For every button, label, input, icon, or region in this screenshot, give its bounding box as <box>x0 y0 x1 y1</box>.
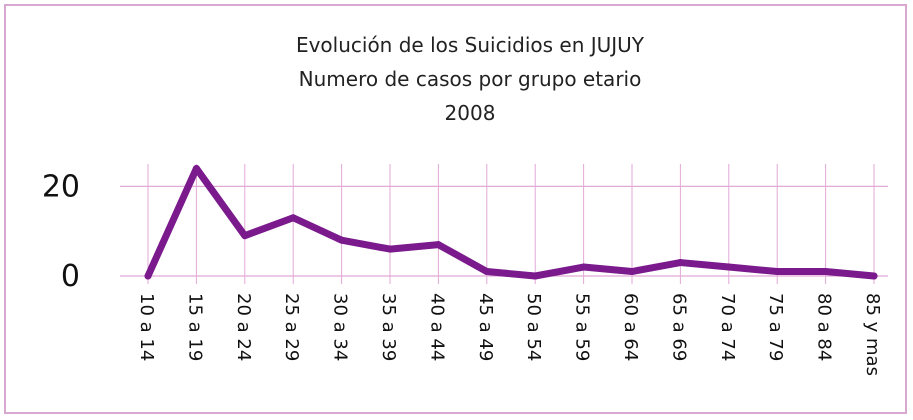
data-point <box>434 241 442 249</box>
data-point <box>676 259 684 267</box>
x-tick-label: 20 a 24 <box>233 293 254 361</box>
chart-title: Evolución de los Suicidios en JUJUY Nume… <box>296 33 645 125</box>
x-tick-label: 30 a 34 <box>330 293 351 361</box>
data-point <box>628 268 636 276</box>
data-point <box>870 272 878 280</box>
y-axis-ticks: 0 20 <box>42 169 80 294</box>
gridlines <box>120 164 888 284</box>
x-tick-label: 70 a 74 <box>717 293 738 361</box>
chart-frame <box>4 4 907 414</box>
series-layer <box>144 164 878 280</box>
x-tick-label: 25 a 29 <box>281 293 302 361</box>
x-axis-ticks: 10 a 14 15 a 19 20 a 24 25 a 29 30 a 34 35 a … <box>136 293 883 376</box>
data-point <box>483 268 491 276</box>
series-line <box>144 164 878 280</box>
data-point <box>531 272 539 280</box>
y-tick-label: 20 <box>42 169 80 204</box>
data-point <box>241 232 249 240</box>
data-point <box>822 268 830 276</box>
data-point <box>144 272 152 280</box>
data-point <box>289 214 297 222</box>
data-point <box>580 263 588 271</box>
x-tick-label: 75 a 79 <box>765 293 786 361</box>
x-tick-label: 65 a 69 <box>668 293 689 361</box>
title-line-3: 2008 <box>445 101 496 125</box>
title-line-2: Numero de casos por grupo etario <box>299 67 642 91</box>
data-point <box>725 263 733 271</box>
x-tick-label: 35 a 39 <box>378 293 399 361</box>
data-point <box>386 245 394 253</box>
x-tick-label: 15 a 19 <box>184 293 205 361</box>
x-tick-label: 80 a 84 <box>814 293 835 361</box>
x-tick-label: 55 a 59 <box>572 293 593 361</box>
x-tick-label: 60 a 64 <box>620 293 641 361</box>
x-tick-label: 50 a 54 <box>523 293 544 361</box>
x-tick-label: 10 a 14 <box>136 293 157 361</box>
x-tick-label: 40 a 44 <box>426 293 447 361</box>
y-tick-label: 0 <box>61 259 80 294</box>
title-line-1: Evolución de los Suicidios en JUJUY <box>296 33 645 57</box>
data-point <box>192 164 200 172</box>
x-tick-label: 85 y mas <box>862 293 883 376</box>
data-point <box>338 236 346 244</box>
data-point <box>773 268 781 276</box>
x-tick-label: 45 a 49 <box>475 293 496 361</box>
